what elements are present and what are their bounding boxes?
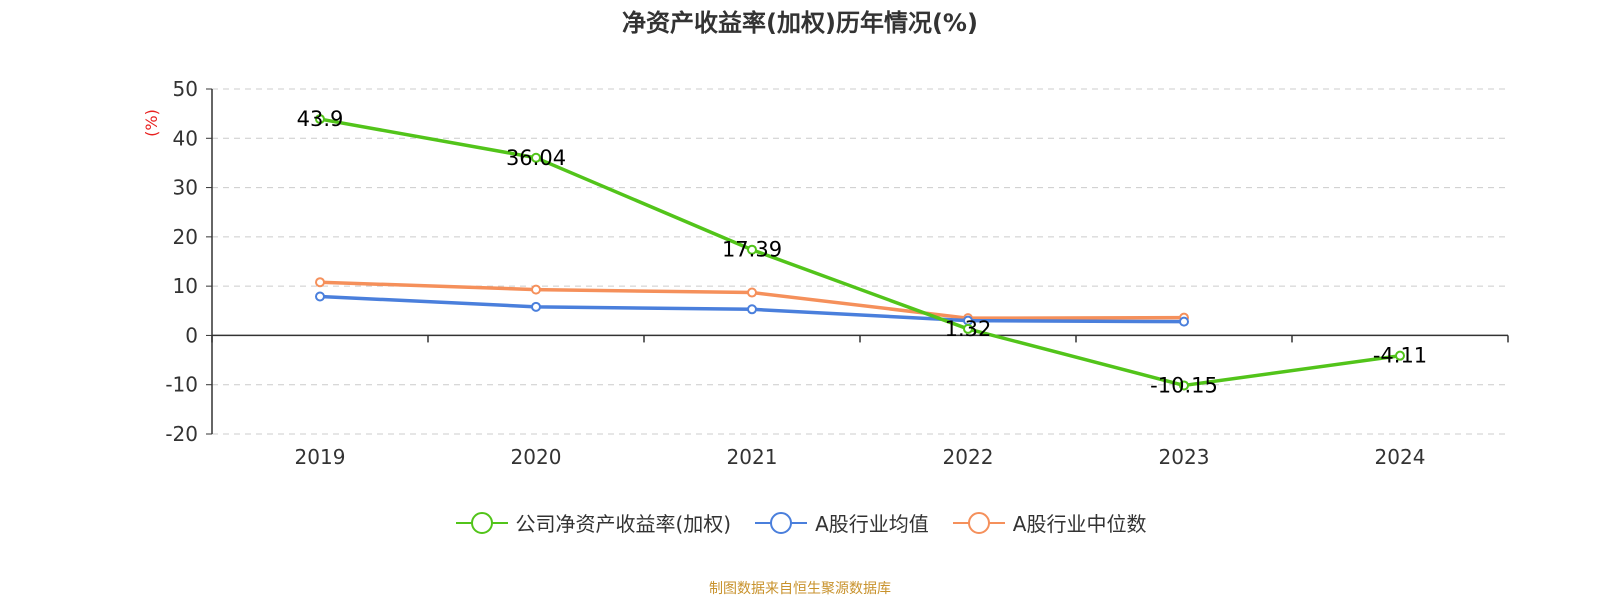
source-note: 制图数据来自恒生聚源数据库 [709, 581, 891, 597]
y-axis-label: (%) [142, 109, 161, 137]
x-tick-label: 2022 [943, 445, 994, 469]
series-line [319, 117, 1401, 388]
data-point [747, 244, 757, 255]
x-tick-label: 2019 [295, 445, 346, 469]
data-point [531, 301, 541, 312]
axes: 50 40 30 20 10 0 -10 -20 2019 2020 2021 2022 2023 202… [165, 77, 1509, 469]
grid-lines [212, 88, 1508, 435]
y-tick-label: 20 [173, 225, 198, 249]
y-tick-label: -20 [165, 422, 198, 446]
data-label: 43.9 [297, 107, 344, 131]
data-labels: 43.9 36.04 17.39 1.32 -10.15 -4.11 [297, 107, 1428, 397]
legend-line-circle-icon [755, 511, 808, 534]
legend-label: A股行业中位数 [1012, 512, 1147, 536]
chart-legend: 公司净资产收益率(加权) A股行业均值 A股行业中位数 [0, 508, 1600, 537]
y-tick-label: 30 [173, 176, 198, 200]
x-tick-label: 2020 [511, 445, 562, 469]
data-point [315, 114, 325, 125]
legend-label: A股行业均值 [815, 512, 929, 536]
data-label: -4.11 [1373, 344, 1427, 368]
legend-item[interactable]: A股行业中位数 [951, 508, 1147, 537]
data-point [315, 277, 325, 288]
y-tick-label: -10 [165, 373, 198, 397]
data-point [315, 291, 325, 302]
legend-item[interactable]: 公司净资产收益率(加权) [454, 508, 732, 537]
y-tick-label: 40 [173, 126, 198, 150]
data-point [747, 287, 757, 298]
data-label: 17.39 [722, 238, 782, 262]
data-point [1179, 380, 1189, 391]
data-label: 1.32 [945, 317, 992, 341]
chart-title: 净资产收益率(加权)历年情况(%) [622, 9, 978, 37]
data-point [1179, 316, 1189, 327]
data-label: 36.04 [506, 146, 566, 170]
data-point [531, 152, 541, 163]
data-label: -10.15 [1150, 373, 1218, 397]
data-point [1395, 350, 1405, 361]
x-tick-label: 2023 [1159, 445, 1210, 469]
x-tick-label: 2021 [727, 445, 778, 469]
data-point [963, 323, 973, 334]
series-lines [315, 114, 1405, 391]
legend-item[interactable]: A股行业均值 [753, 508, 929, 537]
data-point [747, 304, 757, 315]
data-point [531, 284, 541, 295]
y-tick-label: 10 [173, 274, 198, 298]
legend-line-circle-icon [455, 511, 508, 534]
legend-line-circle-icon [952, 511, 1005, 534]
y-tick-label: 50 [173, 77, 198, 101]
y-tick-label: 0 [185, 323, 198, 347]
x-tick-label: 2024 [1375, 445, 1426, 469]
legend-label: 公司净资产收益率(加权) [515, 512, 732, 536]
